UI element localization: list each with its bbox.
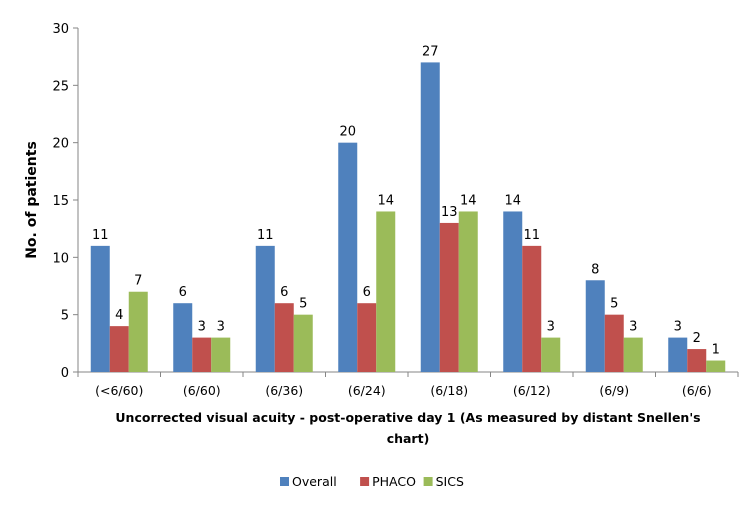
data-label: 14 xyxy=(460,193,477,208)
legend: Overall PHACO SICS xyxy=(280,474,464,489)
x-axis: (<6/60) (6/60) (6/36) (6/24) (6/18) (6/12) (6/… xyxy=(77,371,739,398)
bar-phaco xyxy=(192,337,212,372)
y-tick-label: 25 xyxy=(52,79,69,94)
x-tick-label: (6/18) xyxy=(430,383,468,398)
bar-overall xyxy=(503,211,523,372)
x-tick-label: (6/9) xyxy=(599,383,629,398)
data-label: 8 xyxy=(591,262,599,277)
y-axis: 0 5 10 15 20 25 30 xyxy=(52,22,79,381)
data-label: 13 xyxy=(441,205,458,220)
bar-overall xyxy=(420,62,440,373)
data-label: 27 xyxy=(422,44,439,59)
bar-phaco xyxy=(522,245,542,372)
x-tick-label: (6/6) xyxy=(682,383,712,398)
x-tick-label: (6/36) xyxy=(265,383,303,398)
data-label: 5 xyxy=(299,297,307,312)
bar-overall xyxy=(255,245,275,372)
data-label: 14 xyxy=(377,193,394,208)
data-label: 4 xyxy=(115,308,123,323)
data-label: 1 xyxy=(712,343,720,358)
bar-sics xyxy=(541,337,561,372)
bar-overall xyxy=(173,303,193,372)
y-tick-label: 15 xyxy=(52,194,69,209)
data-label: 3 xyxy=(674,320,682,335)
data-label: 2 xyxy=(693,331,701,346)
x-tick-label: (6/12) xyxy=(513,383,551,398)
data-label: 3 xyxy=(547,320,555,335)
bar-sics xyxy=(623,337,643,372)
legend-label-sics: SICS xyxy=(436,474,464,489)
y-tick-label: 30 xyxy=(52,22,69,37)
y-tick-label: 10 xyxy=(52,251,69,266)
data-label: 14 xyxy=(504,193,521,208)
legend-label-phaco: PHACO xyxy=(372,474,416,489)
bar-phaco xyxy=(109,326,129,372)
x-axis-label-line1: Uncorrected visual acuity - post-operati… xyxy=(115,410,700,425)
data-label: 3 xyxy=(629,320,637,335)
data-label: 5 xyxy=(610,297,618,312)
y-axis-label: No. of patients xyxy=(24,141,40,259)
bar-overall xyxy=(338,142,358,372)
y-tick-label: 0 xyxy=(61,366,69,381)
bar-overall xyxy=(668,337,688,372)
bar-sics xyxy=(128,291,148,372)
bar-sics xyxy=(293,314,313,372)
legend-label-overall: Overall xyxy=(292,474,337,489)
bar-overall xyxy=(585,280,605,372)
data-label: 11 xyxy=(257,228,274,243)
legend-swatch-sics xyxy=(423,477,433,486)
data-label: 20 xyxy=(339,125,356,140)
x-tick-label: (6/60) xyxy=(183,383,221,398)
data-label: 7 xyxy=(134,274,142,289)
bar-sics xyxy=(706,360,726,372)
y-tick-label: 5 xyxy=(61,309,69,324)
data-label: 6 xyxy=(179,285,187,300)
bar-phaco xyxy=(274,303,294,372)
x-tick-label: (<6/60) xyxy=(95,383,143,398)
data-label: 3 xyxy=(217,320,225,335)
x-tick-label: (6/24) xyxy=(348,383,386,398)
data-label: 11 xyxy=(92,228,109,243)
data-label: 6 xyxy=(363,285,371,300)
x-axis-label-line2: chart) xyxy=(387,431,430,446)
bar-phaco xyxy=(604,314,624,372)
bar-sics xyxy=(458,211,478,372)
legend-swatch-phaco xyxy=(360,477,370,486)
bar-sics xyxy=(211,337,231,372)
legend-swatch-overall xyxy=(280,477,289,486)
bar-phaco xyxy=(439,222,459,372)
bar-phaco xyxy=(687,349,707,372)
data-label: 3 xyxy=(198,320,206,335)
bar-overall xyxy=(90,245,110,372)
data-label: 11 xyxy=(523,228,540,243)
y-tick-label: 20 xyxy=(52,137,69,152)
bar-sics xyxy=(376,211,396,372)
data-label: 6 xyxy=(280,285,288,300)
bar-phaco xyxy=(357,303,377,372)
